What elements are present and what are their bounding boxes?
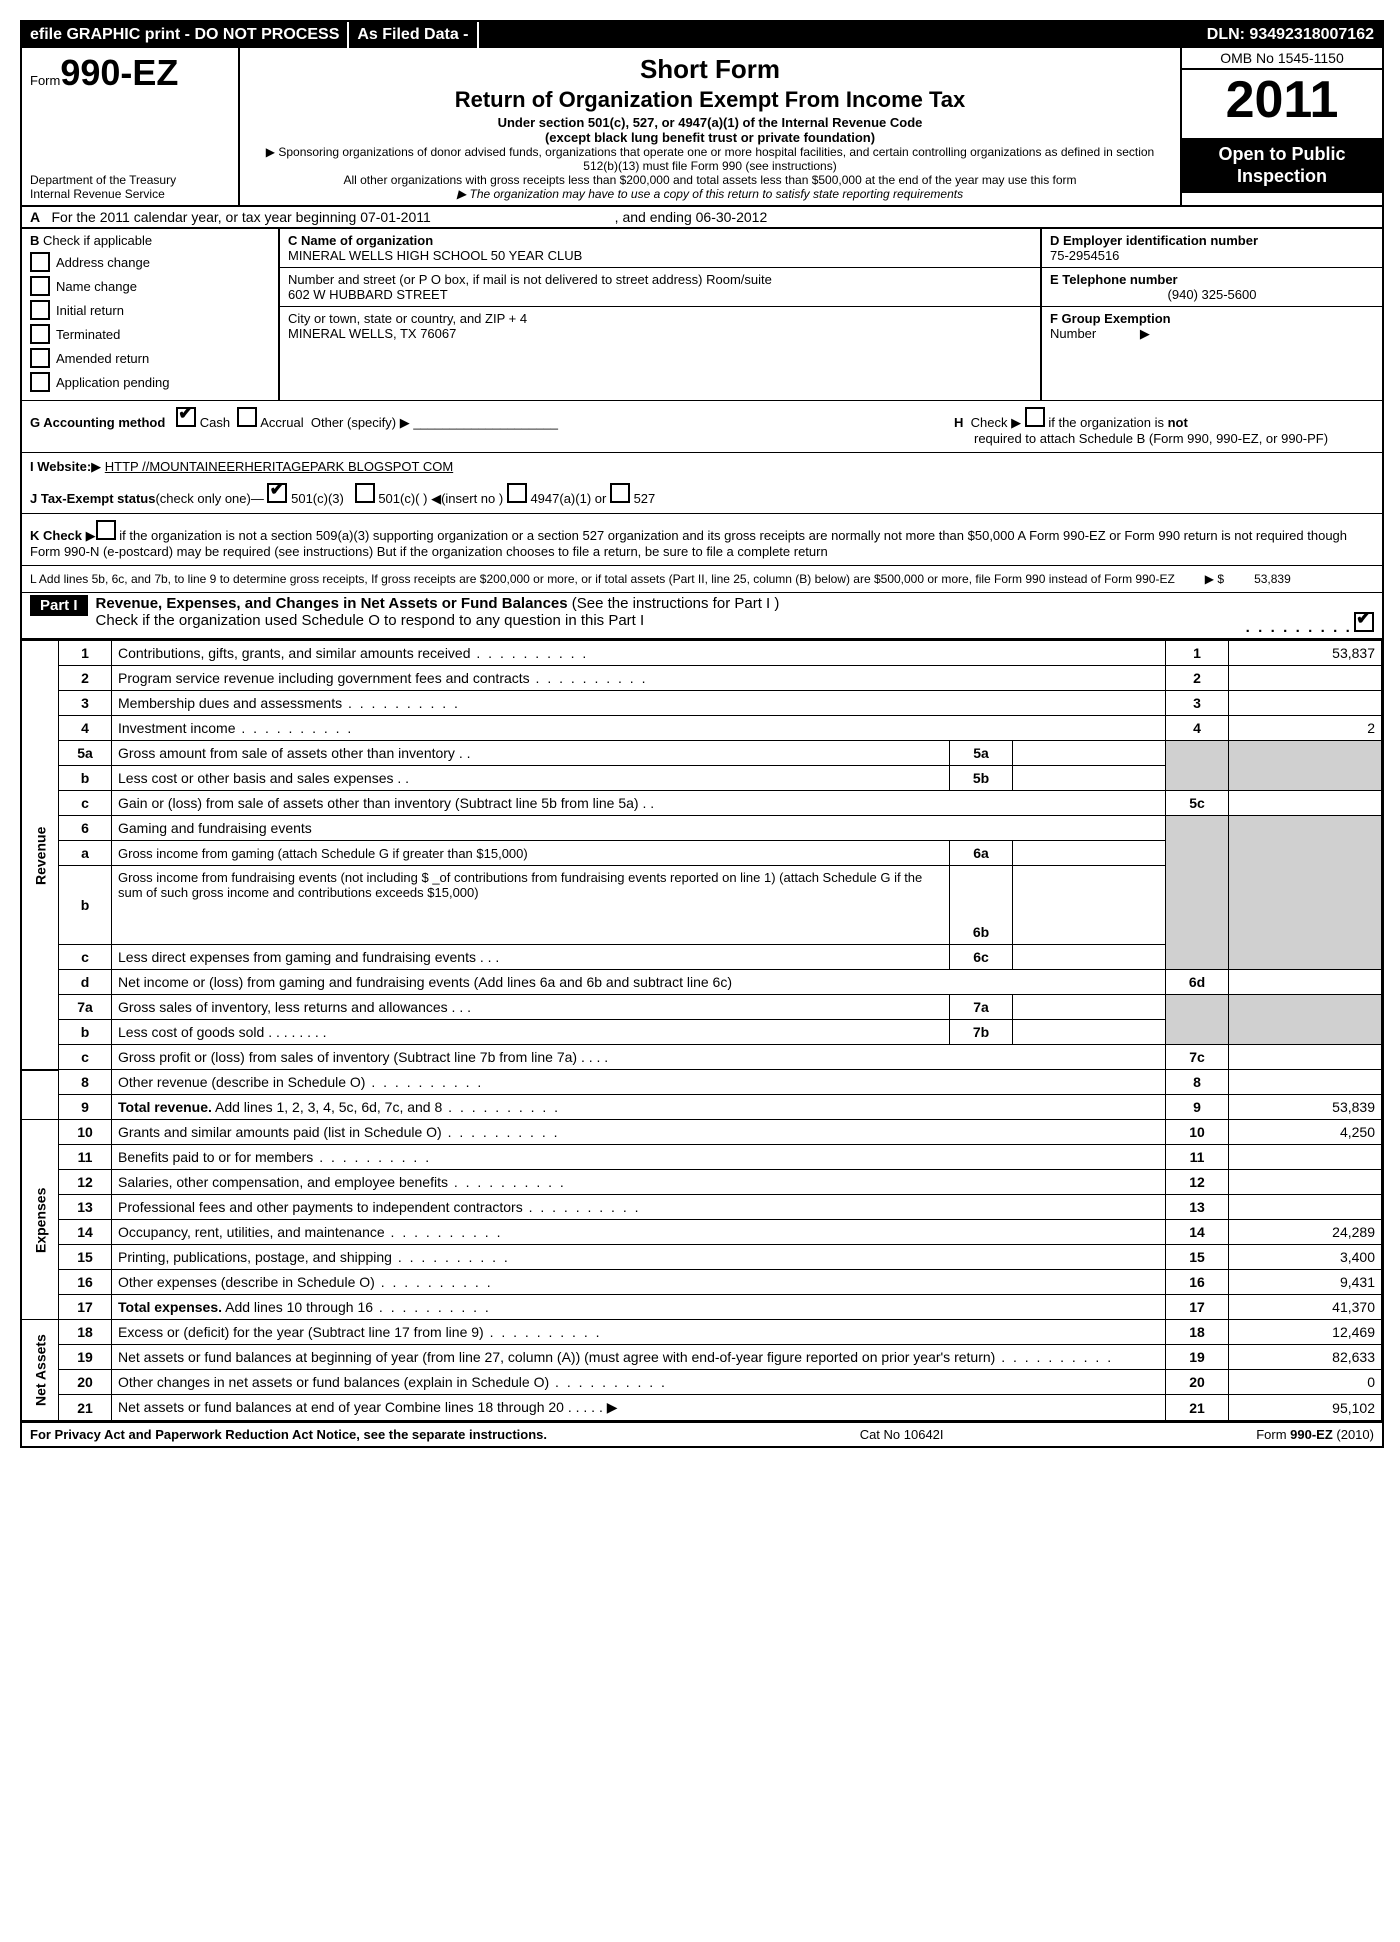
col-c: C Name of organization MINERAL WELLS HIG… [280, 229, 1040, 400]
form-page: efile GRAPHIC print - DO NOT PROCESS As … [20, 20, 1384, 1448]
short-form: Short Form [248, 54, 1172, 85]
part1-table: Revenue 1 Contributions, gifts, grants, … [22, 640, 1382, 1421]
title-box: Short Form Return of Organization Exempt… [240, 48, 1180, 205]
revenue-label: Revenue [22, 641, 59, 1070]
section-i: I Website:▶ HTTP //MOUNTAINEERHERITAGEPA… [22, 453, 1382, 477]
note3: The organization may have to use a copy … [248, 187, 1172, 201]
amt-16: 9,431 [1229, 1270, 1382, 1295]
top-bar: efile GRAPHIC print - DO NOT PROCESS As … [22, 22, 1382, 48]
chk-k[interactable] [96, 520, 116, 540]
section-j: J Tax-Exempt status(check only one)— 501… [22, 477, 1382, 514]
chk-501c[interactable] [355, 483, 375, 503]
telephone: (940) 325-5600 [1050, 287, 1374, 302]
dept-irs: Internal Revenue Service [30, 187, 176, 201]
form-box: Form990-EZ Department of the Treasury In… [22, 48, 240, 205]
dept-treasury: Department of the Treasury [30, 173, 176, 187]
website-link[interactable]: HTTP //MOUNTAINEERHERITAGEPARK BLOGSPOT … [105, 459, 453, 474]
org-city: MINERAL WELLS, TX 76067 [288, 326, 1032, 341]
section-l: L Add lines 5b, 6c, and 7b, to line 9 to… [22, 566, 1382, 593]
amt-18: 12,469 [1229, 1320, 1382, 1345]
section-a: A For the 2011 calendar year, or tax yea… [22, 207, 1382, 229]
note2: All other organizations with gross recei… [248, 173, 1172, 187]
footer: For Privacy Act and Paperwork Reduction … [22, 1421, 1382, 1446]
year-box: OMB No 1545-1150 2011 Open to Public Ins… [1180, 48, 1382, 205]
chk-address[interactable] [30, 252, 50, 272]
tax-year: 2011 [1182, 70, 1382, 138]
form-word: Form [30, 73, 60, 88]
main-title: Return of Organization Exempt From Incom… [248, 87, 1172, 113]
chk-501c3[interactable] [267, 483, 287, 503]
netassets-label: Net Assets [22, 1320, 59, 1421]
org-name: MINERAL WELLS HIGH SCHOOL 50 YEAR CLUB [288, 248, 1032, 263]
ein: 75-2954516 [1050, 248, 1374, 263]
form-number: 990-EZ [60, 52, 178, 93]
chk-pending[interactable] [30, 372, 50, 392]
col-d: D Employer identification number 75-2954… [1040, 229, 1382, 400]
info-grid: B Check if applicable Address change Nam… [22, 229, 1382, 401]
sub1: Under section 501(c), 527, or 4947(a)(1)… [248, 115, 1172, 130]
amt-9: 53,839 [1229, 1095, 1382, 1120]
gross-receipts: 53,839 [1254, 572, 1291, 586]
chk-h[interactable] [1025, 407, 1045, 427]
amt-1: 53,837 [1229, 641, 1382, 666]
sub2: (except black lung benefit trust or priv… [248, 130, 1172, 145]
chk-527[interactable] [610, 483, 630, 503]
section-k: K Check ▶ if the organization is not a s… [22, 514, 1382, 566]
section-gh: G Accounting method Cash Accrual Other (… [22, 401, 1382, 453]
note1: Sponsoring organizations of donor advise… [248, 145, 1172, 173]
amt-17: 41,370 [1229, 1295, 1382, 1320]
efile-label: efile GRAPHIC print - DO NOT PROCESS [22, 22, 349, 48]
amt-20: 0 [1229, 1370, 1382, 1395]
amt-14: 24,289 [1229, 1220, 1382, 1245]
asfiled-label: As Filed Data - [349, 22, 478, 48]
chk-initial[interactable] [30, 300, 50, 320]
header: Form990-EZ Department of the Treasury In… [22, 48, 1382, 207]
chk-namechange[interactable] [30, 276, 50, 296]
omb: OMB No 1545-1150 [1182, 48, 1382, 70]
col-b: B Check if applicable Address change Nam… [22, 229, 280, 400]
dln-label: DLN: 93492318007162 [1199, 22, 1382, 48]
chk-part1-scho[interactable] [1354, 612, 1374, 632]
chk-cash[interactable] [176, 407, 196, 427]
amt-15: 3,400 [1229, 1245, 1382, 1270]
chk-accrual[interactable] [237, 407, 257, 427]
amt-21: 95,102 [1229, 1395, 1382, 1421]
inspection: Open to Public Inspection [1182, 138, 1382, 193]
chk-amended[interactable] [30, 348, 50, 368]
chk-terminated[interactable] [30, 324, 50, 344]
amt-10: 4,250 [1229, 1120, 1382, 1145]
amt-19: 82,633 [1229, 1345, 1382, 1370]
expenses-label: Expenses [22, 1120, 59, 1320]
chk-4947[interactable] [507, 483, 527, 503]
part1-header: Part I Revenue, Expenses, and Changes in… [22, 593, 1382, 640]
org-addr: 602 W HUBBARD STREET [288, 287, 1032, 302]
amt-4: 2 [1229, 716, 1382, 741]
